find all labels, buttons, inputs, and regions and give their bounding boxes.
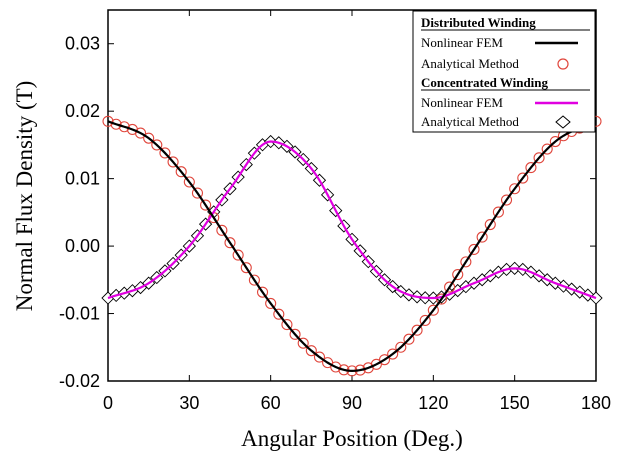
data-point <box>102 115 114 127</box>
data-point <box>378 354 391 366</box>
data-point <box>273 308 285 320</box>
data-point <box>444 281 456 293</box>
data-point <box>289 328 301 340</box>
legend-group2-fem-label: Nonlinear FEM <box>421 95 503 110</box>
data-point <box>240 262 252 274</box>
legend-group2-analytical-label: Analytical Method <box>421 114 519 129</box>
data-point <box>525 162 537 174</box>
x-tick-label: 30 <box>179 393 199 413</box>
legend-group2-analytical-marker <box>555 115 571 129</box>
data-point <box>427 304 439 316</box>
data-point <box>151 139 163 151</box>
data-point <box>265 297 277 309</box>
y-tick-label: 0.01 <box>65 169 100 189</box>
data-point <box>330 361 342 373</box>
series-concentrated-fem <box>107 140 597 300</box>
data-point <box>256 286 269 298</box>
data-point <box>411 324 423 336</box>
data-point <box>281 319 293 331</box>
series-group <box>101 115 603 377</box>
legend-group2-title: Concentrated Winding <box>421 75 549 90</box>
data-point <box>435 293 448 305</box>
data-point <box>533 152 545 164</box>
data-point <box>305 345 317 357</box>
series-distributed-analytical <box>102 115 602 377</box>
y-tick-label: 0.00 <box>65 236 100 256</box>
data-point <box>183 176 195 188</box>
data-point <box>159 147 171 159</box>
data-point <box>419 314 431 327</box>
x-tick-label: 0 <box>103 393 113 413</box>
legend-box <box>412 10 596 133</box>
y-tick-label: -0.02 <box>59 371 100 391</box>
x-tick-label: 120 <box>418 393 448 413</box>
x-tick-label: 150 <box>500 393 530 413</box>
legend: Distributed Winding Nonlinear FEM Analyt… <box>412 10 596 133</box>
x-tick-label: 90 <box>342 393 362 413</box>
y-axis-title: Normal Flux Density (T) <box>12 81 37 312</box>
data-point <box>541 143 553 155</box>
data-point <box>460 256 472 268</box>
data-point <box>248 274 260 286</box>
x-tick-labels: 0 30 60 90 120 150 180 <box>103 393 611 413</box>
data-point <box>484 218 496 231</box>
series-distributed-fem <box>107 120 597 372</box>
data-point <box>549 135 561 148</box>
data-point <box>216 224 228 236</box>
data-point <box>509 183 521 195</box>
legend-group1-title: Distributed Winding <box>421 15 536 30</box>
data-point <box>134 127 147 139</box>
data-point <box>110 118 122 130</box>
data-point <box>175 166 187 178</box>
data-point <box>297 337 309 349</box>
data-point <box>118 121 130 133</box>
y-tick-label: 0.02 <box>65 101 100 121</box>
legend-group1-fem-label: Nonlinear FEM <box>421 35 503 50</box>
data-point <box>452 269 464 281</box>
data-point <box>492 206 504 218</box>
data-point <box>403 333 415 345</box>
data-point <box>500 194 513 206</box>
legend-group1-analytical-marker <box>557 58 569 70</box>
x-axis-title: Angular Position (Deg.) <box>241 426 463 451</box>
series-concentrated-analytical <box>101 134 603 305</box>
series-concentrated-fem-line <box>107 140 597 300</box>
data-point <box>387 348 399 360</box>
x-tick-label: 60 <box>261 393 281 413</box>
data-point <box>167 156 179 168</box>
data-point <box>191 187 204 199</box>
y-tick-labels: -0.02 -0.01 0.00 0.01 0.02 0.03 <box>59 34 100 391</box>
data-point <box>476 231 488 243</box>
data-point <box>370 358 382 370</box>
data-point <box>517 172 529 184</box>
data-point <box>395 341 407 353</box>
x-tick-label: 180 <box>581 393 611 413</box>
series-distributed-fem-line <box>107 120 597 372</box>
data-point <box>143 132 155 144</box>
data-point <box>224 237 236 249</box>
data-point <box>232 249 244 261</box>
data-point <box>200 199 212 211</box>
y-tick-label: 0.03 <box>65 34 100 54</box>
data-point <box>468 243 480 256</box>
y-tick-label: -0.01 <box>59 304 100 324</box>
data-point <box>313 351 326 363</box>
legend-group1-analytical-label: Analytical Method <box>421 56 519 71</box>
